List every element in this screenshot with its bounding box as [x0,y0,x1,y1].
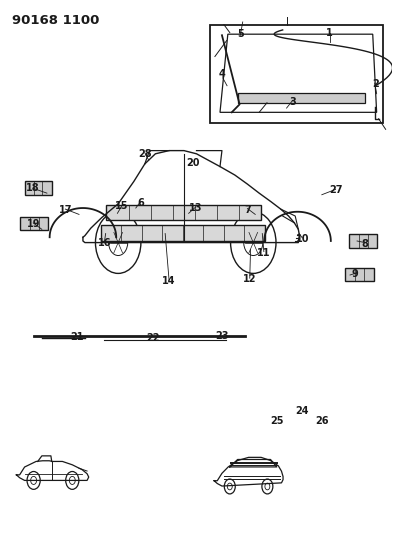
Bar [101,225,265,241]
Text: 11: 11 [257,248,271,257]
Text: 13: 13 [189,203,202,213]
Text: 4: 4 [219,69,225,79]
Text: 22: 22 [147,333,160,343]
Text: 28: 28 [138,149,152,159]
Text: 2: 2 [373,79,379,89]
Bar [210,25,382,123]
Text: 12: 12 [243,274,257,284]
Text: 19: 19 [26,219,40,229]
Text: 9: 9 [352,270,358,279]
Text: 27: 27 [329,185,342,196]
Text: 25: 25 [270,416,283,426]
Bar [349,234,377,248]
Text: 24: 24 [296,406,309,416]
Text: 20: 20 [186,158,199,168]
Text: 6: 6 [138,198,144,208]
Text: 1: 1 [326,28,333,38]
Text: 14: 14 [162,277,176,286]
Text: 15: 15 [115,201,129,212]
Text: 10: 10 [296,234,309,244]
Text: 18: 18 [26,183,40,193]
Bar [25,181,51,195]
Text: 23: 23 [215,330,229,341]
Bar [107,205,261,220]
Text: 5: 5 [237,29,244,39]
Text: 21: 21 [70,332,84,342]
Bar [345,268,374,281]
Text: 7: 7 [244,205,251,215]
Text: 8: 8 [362,239,368,248]
Bar [20,216,48,230]
Text: 17: 17 [59,205,72,215]
Text: 3: 3 [289,96,296,107]
Text: 90168 1100: 90168 1100 [13,14,100,27]
Text: 26: 26 [315,416,329,426]
Bar [238,93,365,103]
Text: 16: 16 [98,238,111,247]
